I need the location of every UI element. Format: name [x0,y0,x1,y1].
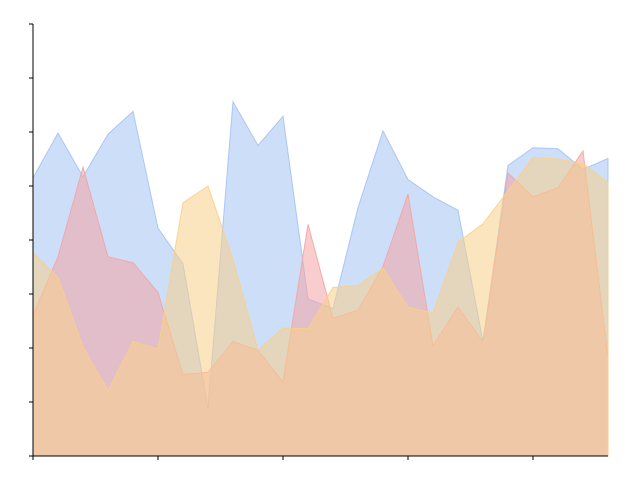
area-series-3 [32,156,609,457]
series-areas [32,100,609,457]
axes [29,23,608,460]
